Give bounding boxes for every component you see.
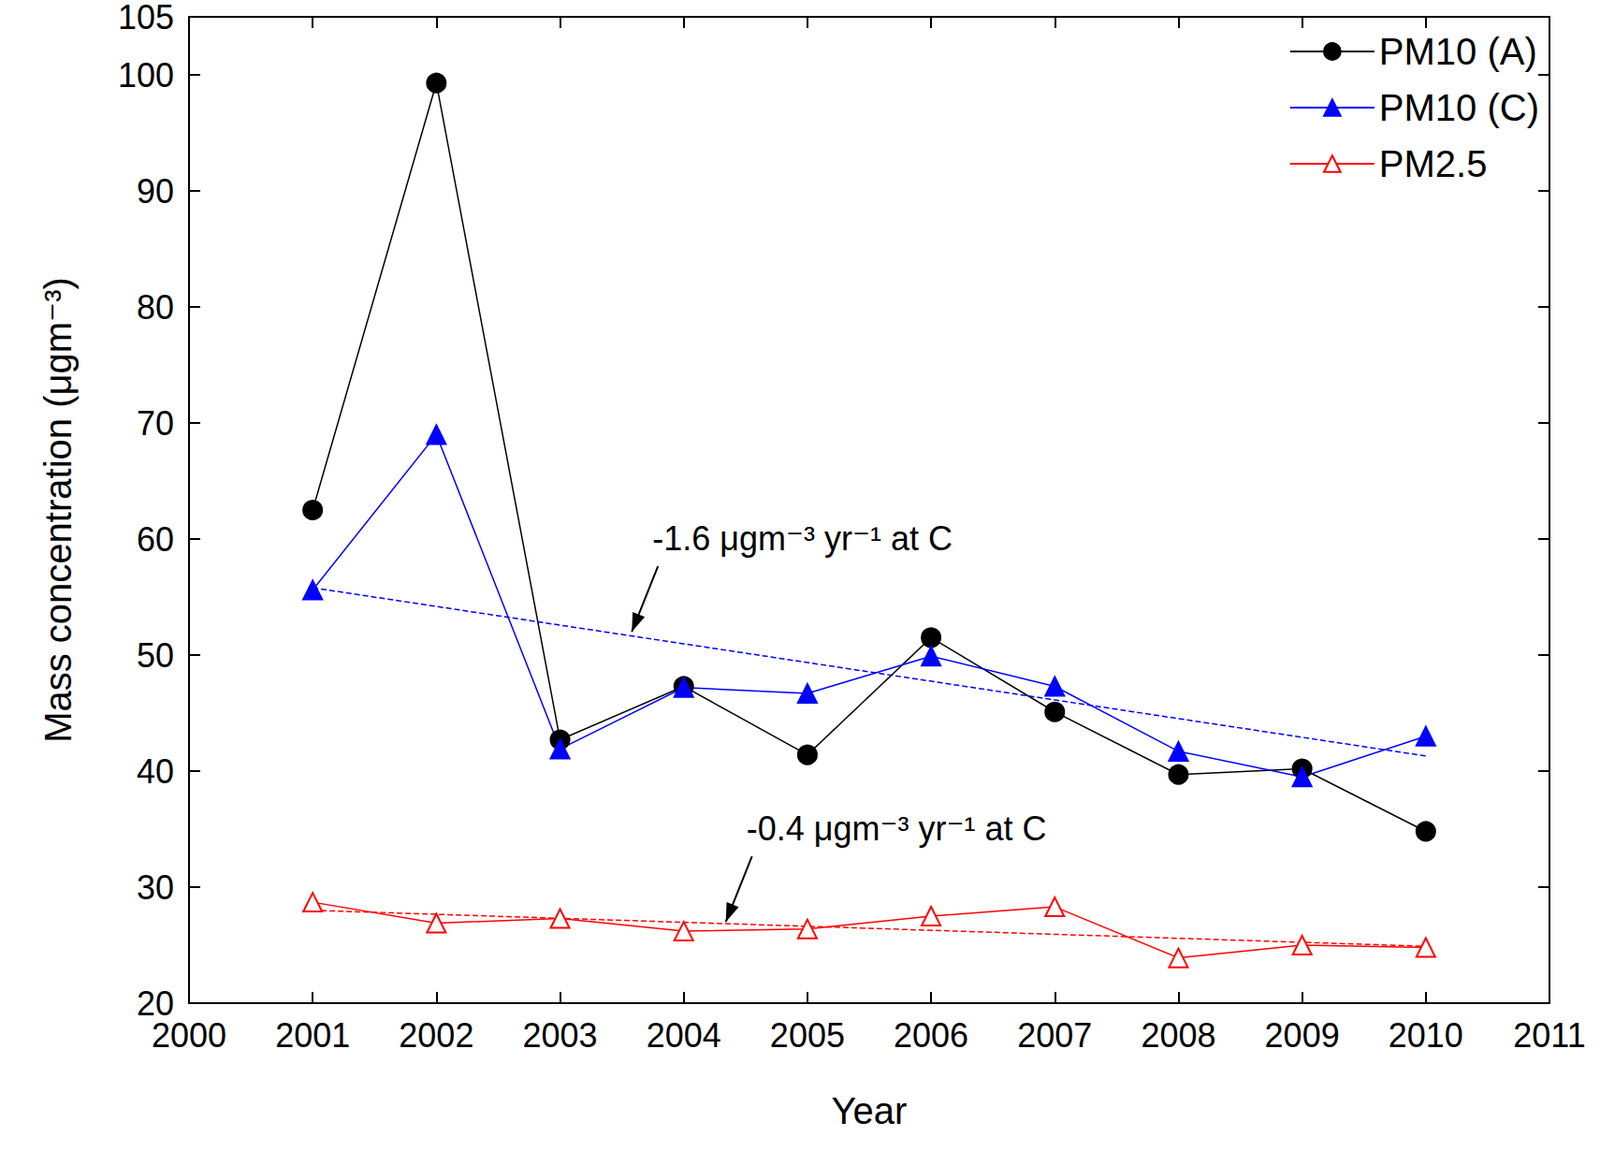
svg-text:-0.4 μgm⁻³ yr⁻¹ at C: -0.4 μgm⁻³ yr⁻¹ at C <box>746 809 1048 848</box>
svg-text:100: 100 <box>117 56 175 95</box>
svg-text:70: 70 <box>136 404 175 443</box>
svg-text:2001: 2001 <box>275 1016 350 1055</box>
svg-text:2010: 2010 <box>1388 1016 1464 1055</box>
svg-text:40: 40 <box>136 752 175 791</box>
svg-text:2005: 2005 <box>770 1016 845 1055</box>
svg-text:PM10 (A): PM10 (A) <box>1379 30 1538 73</box>
svg-text:2007: 2007 <box>1017 1016 1092 1055</box>
svg-text:2004: 2004 <box>646 1016 722 1055</box>
svg-text:2003: 2003 <box>522 1016 597 1055</box>
svg-text:105: 105 <box>117 0 175 37</box>
svg-text:PM2.5: PM2.5 <box>1379 143 1488 185</box>
svg-text:-1.6 μgm⁻³ yr⁻¹ at C: -1.6 μgm⁻³ yr⁻¹ at C <box>652 519 953 558</box>
svg-text:90: 90 <box>136 172 175 211</box>
svg-text:2011: 2011 <box>1512 1016 1586 1055</box>
svg-text:PM10 (C): PM10 (C) <box>1379 87 1540 129</box>
svg-text:2006: 2006 <box>893 1016 969 1055</box>
svg-text:Year: Year <box>831 1090 908 1132</box>
svg-text:60: 60 <box>136 520 175 559</box>
svg-text:2008: 2008 <box>1140 1016 1216 1055</box>
svg-text:2009: 2009 <box>1265 1016 1340 1055</box>
svg-text:80: 80 <box>136 288 175 327</box>
svg-text:2000: 2000 <box>151 1016 227 1055</box>
svg-text:20: 20 <box>136 983 175 1023</box>
svg-text:2002: 2002 <box>398 1016 474 1055</box>
svg-text:30: 30 <box>136 868 175 907</box>
svg-text:Mass concentration (μgm⁻³): Mass concentration (μgm⁻³) <box>37 276 79 743</box>
svg-text:50: 50 <box>136 636 175 675</box>
